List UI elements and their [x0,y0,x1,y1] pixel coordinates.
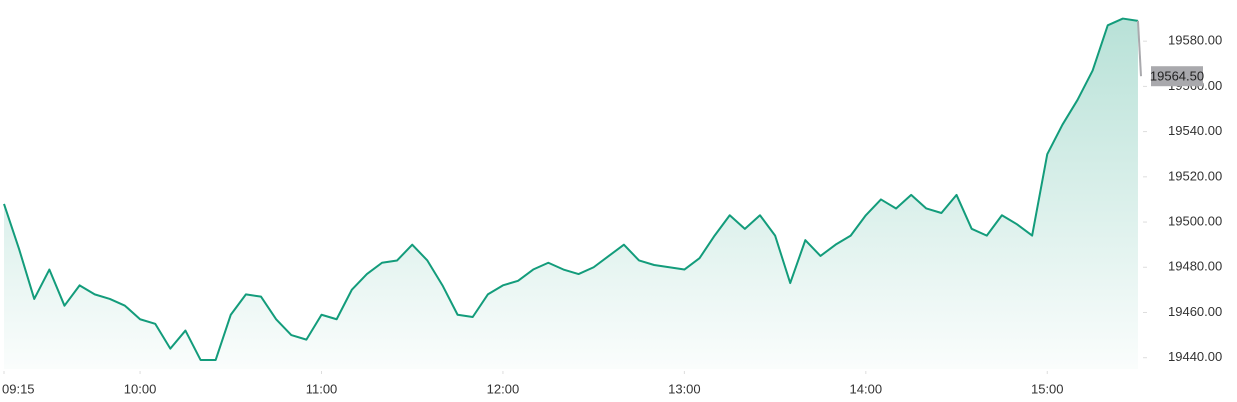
x-tick-label: 14:00 [850,381,883,396]
y-tick-label: 19480.00 [1168,259,1222,274]
x-tick-label: 13:00 [668,381,701,396]
price-label-box [1151,66,1203,87]
x-tick-label: 11:00 [306,381,338,396]
y-tick-label: 19460.00 [1168,304,1222,319]
y-tick-label: 19580.00 [1168,33,1222,48]
area [4,18,1138,370]
last-segment [1136,20,1142,77]
x-tick-label: 12:00 [487,381,520,396]
y-tick-label: 19500.00 [1168,213,1222,228]
x-tick-label: 10:00 [124,381,157,396]
price-line [3,17,1139,361]
x-tick-label: 15:00 [1031,381,1064,396]
y-tick-label: 19440.00 [1168,349,1222,364]
price-label: 19564.50 [1150,69,1204,84]
y-tick-label: 19540.00 [1168,123,1222,138]
y-tick-label: 19520.00 [1168,168,1222,183]
x-tick-label: 09:15 [2,381,35,396]
